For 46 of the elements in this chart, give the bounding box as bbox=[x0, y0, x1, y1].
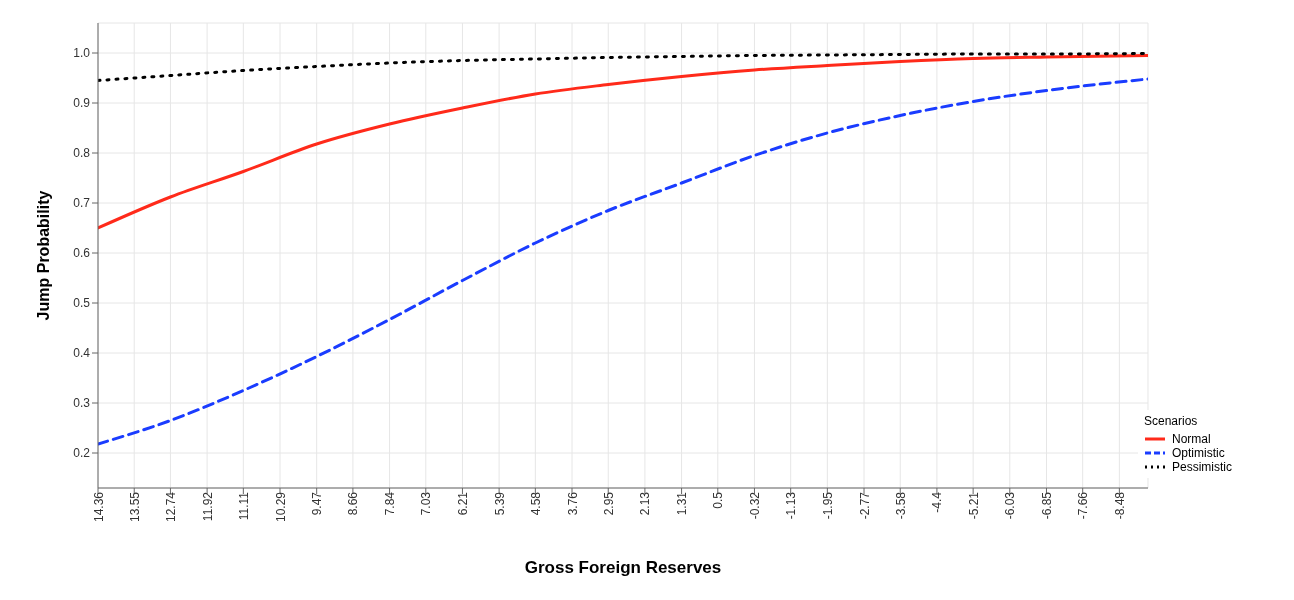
x-tick-label: 0.5 bbox=[711, 491, 726, 509]
x-tick-label: -0.32 bbox=[747, 491, 762, 520]
x-tick-label: -1.95 bbox=[820, 491, 835, 520]
x-tick-label: 8.66 bbox=[346, 491, 361, 516]
x-tick-label: -1.13 bbox=[784, 491, 799, 520]
y-axis-title: Jump Probability bbox=[34, 190, 52, 321]
y-tick-label: 0.2 bbox=[73, 446, 91, 461]
x-tick-label: -3.58 bbox=[893, 491, 908, 520]
y-tick-label: 0.3 bbox=[73, 396, 91, 411]
x-tick-label: -7.66 bbox=[1076, 491, 1091, 520]
x-tick-label: 10.29 bbox=[273, 491, 288, 523]
x-tick-label: -2.77 bbox=[857, 491, 872, 520]
x-tick-label: 1.31 bbox=[675, 491, 690, 516]
x-tick-label: 6.21 bbox=[455, 491, 470, 516]
x-tick-label: 12.74 bbox=[163, 491, 178, 523]
x-tick-label: 7.03 bbox=[419, 491, 434, 516]
y-tick-label: 0.9 bbox=[73, 96, 91, 111]
x-tick-label: 11.11 bbox=[236, 491, 251, 521]
legend-title: Scenarios bbox=[1143, 414, 1199, 428]
x-tick-label: -5.21 bbox=[966, 491, 981, 520]
x-tick-label: -6.03 bbox=[1003, 491, 1018, 520]
y-tick-label: 0.5 bbox=[73, 296, 91, 311]
y-tick-label: 0.8 bbox=[73, 146, 91, 161]
x-axis-title: Gross Foreign Reserves bbox=[524, 558, 722, 577]
x-tick-label: 4.58 bbox=[528, 491, 543, 516]
y-tick-label: 0.6 bbox=[73, 246, 91, 261]
y-tick-label: 0.4 bbox=[73, 346, 91, 361]
x-tick-label: 11.92 bbox=[200, 491, 215, 522]
x-tick-label: 2.13 bbox=[638, 491, 653, 516]
x-tick-label: -4.4 bbox=[930, 491, 945, 513]
x-tick-label: -6.85 bbox=[1039, 491, 1054, 520]
x-tick-label: 14.36 bbox=[91, 491, 106, 523]
legend-label: Normal bbox=[1171, 432, 1211, 446]
legend-label: Pessimistic bbox=[1171, 460, 1232, 474]
x-tick-label: 9.47 bbox=[310, 491, 325, 516]
x-tick-label: -8.48 bbox=[1112, 491, 1127, 520]
x-tick-label: 13.55 bbox=[127, 491, 142, 523]
line-series bbox=[98, 54, 1148, 230]
x-tick-label: 2.95 bbox=[601, 491, 616, 516]
line-series bbox=[98, 52, 1148, 82]
x-tick-label: 7.84 bbox=[383, 491, 398, 516]
x-tick-label: 5.39 bbox=[492, 491, 507, 516]
x-tick-label: 3.76 bbox=[565, 491, 580, 516]
legend-label: Optimistic bbox=[1171, 446, 1225, 460]
y-tick-label: 1.0 bbox=[73, 46, 91, 61]
y-tick-label: 0.7 bbox=[73, 196, 91, 211]
